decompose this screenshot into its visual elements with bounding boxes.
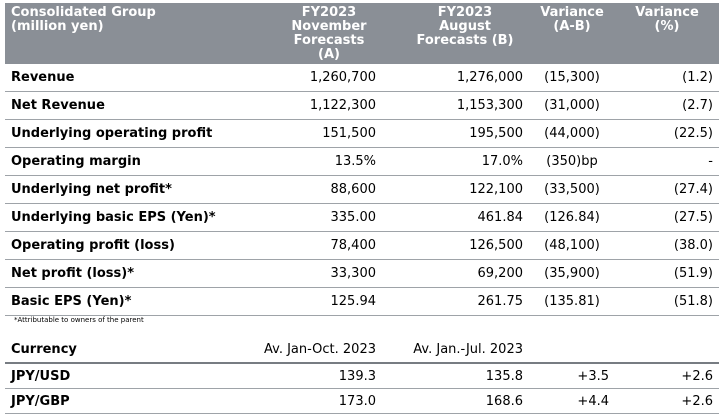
forecast-row-label: Operating profit (loss) [5,231,242,260]
forecast-value-a: 33,300 [242,259,382,288]
forecast-value-b: 1,153,300 [382,91,529,120]
forecast-variance-value: (33,500) [529,175,615,204]
currency-table-header: Currency Av. Jan-Oct. 2023 Av. Jan.-Jul.… [5,336,719,364]
forecast-variance-pct-value: (27.5) [615,203,719,232]
currency-header-period-a: Av. Jan-Oct. 2023 [242,336,382,364]
currency-row: JPY/GBP 173.0 168.6 +4.4 +2.6 [5,388,719,414]
forecast-variance-value: (48,100) [529,231,615,260]
header-november-forecasts: FY2023 November Forecasts (A) [242,3,382,64]
currency-table: Currency Av. Jan-Oct. 2023 Av. Jan.-Jul.… [5,336,719,414]
currency-header-variance-pct [615,336,719,364]
forecast-value-a: 1,260,700 [242,64,382,92]
forecast-variance-value: (15,300) [529,64,615,92]
currency-row-label: JPY/GBP [5,388,242,414]
forecast-value-b: 69,200 [382,259,529,288]
forecast-variance-pct-value: - [615,147,719,176]
header-variance-abs: Variance (A-B) [529,3,615,64]
forecast-variance-pct-value: (27.4) [615,175,719,204]
forecast-value-b: 461.84 [382,203,529,232]
forecast-variance-value: (135.81) [529,287,615,316]
currency-value-a: 139.3 [242,363,382,389]
forecast-row-label: Basic EPS (Yen)* [5,287,242,316]
forecast-value-a: 88,600 [242,175,382,204]
forecast-value-b: 261.75 [382,287,529,316]
header-august-forecasts: FY2023 August Forecasts (B) [382,3,529,64]
forecast-table-body: Revenue 1,260,700 1,276,000 (15,300) (1.2) Ne… [5,64,719,316]
currency-variance-pct-value: +2.6 [615,363,719,389]
currency-variance-value: +3.5 [529,363,615,389]
forecast-row-label: Underlying basic EPS (Yen)* [5,203,242,232]
currency-row-label: JPY/USD [5,363,242,389]
forecast-value-b: 126,500 [382,231,529,260]
forecast-row: Underlying net profit* 88,600 122,100 (33,5… [5,175,719,204]
currency-table-body: JPY/USD 139.3 135.8 +3.5 +2.6 JPY/GBP 173.0 168… [5,363,719,414]
forecast-row: Underlying basic EPS (Yen)* 335.00 461.84(… [5,203,719,232]
forecast-row: Revenue 1,260,700 1,276,000 (15,300) (1.2) [5,64,719,92]
forecast-variance-value: (44,000) [529,119,615,148]
forecast-row: Operating margin 13.5% 17.0% (350)bp - [5,147,719,176]
forecast-row-label: Net profit (loss)* [5,259,242,288]
forecast-variance-pct-value: (1.2) [615,64,719,92]
forecast-variance-pct-value: (2.7) [615,91,719,120]
forecast-table-header: Consolidated Group (million yen) FY2023 … [5,3,719,64]
forecast-row-label: Underlying net profit* [5,175,242,204]
header-consolidated-group: Consolidated Group (million yen) [5,3,242,64]
forecast-variance-pct-value: (22.5) [615,119,719,148]
forecast-value-b: 195,500 [382,119,529,148]
currency-variance-pct-value: +2.6 [615,388,719,414]
currency-row: JPY/USD 139.3 135.8 +3.5 +2.6 [5,363,719,389]
forecast-variance-value: (126.84) [529,203,615,232]
currency-value-b: 135.8 [382,363,529,389]
currency-header-variance [529,336,615,364]
forecast-row-label: Net Revenue [5,91,242,120]
forecast-value-b: 122,100 [382,175,529,204]
currency-value-b: 168.6 [382,388,529,414]
forecast-value-a: 78,400 [242,231,382,260]
forecast-value-a: 151,500 [242,119,382,148]
forecast-variance-pct-value: (51.8) [615,287,719,316]
forecast-table: Consolidated Group (million yen) FY2023 … [5,3,719,316]
forecast-variance-value: (31,000) [529,91,615,120]
forecast-row: Underlying operating profit 151,500 195,50… [5,119,719,148]
footnote: *Attributable to owners of the parent [14,316,144,324]
currency-header-period-b: Av. Jan.-Jul. 2023 [382,336,529,364]
forecast-variance-value: (35,900) [529,259,615,288]
forecast-variance-pct-value: (38.0) [615,231,719,260]
forecast-value-a: 125.94 [242,287,382,316]
forecast-value-a: 1,122,300 [242,91,382,120]
currency-value-a: 173.0 [242,388,382,414]
forecast-value-a: 335.00 [242,203,382,232]
forecast-variance-pct-value: (51.9) [615,259,719,288]
forecast-variance-value: (350)bp [529,147,615,176]
header-variance-pct: Variance (%) [615,3,719,64]
forecast-row: Operating profit (loss) 78,400 126,500 (48,… [5,231,719,260]
forecast-value-b: 17.0% [382,147,529,176]
forecast-row-label: Underlying operating profit [5,119,242,148]
forecast-value-b: 1,276,000 [382,64,529,92]
forecast-row: Net profit (loss)* 33,300 69,200 (35,900) (5… [5,259,719,288]
currency-variance-value: +4.4 [529,388,615,414]
forecast-row-label: Operating margin [5,147,242,176]
currency-header-label: Currency [5,336,242,364]
forecast-row-label: Revenue [5,64,242,92]
forecast-row: Net Revenue 1,122,300 1,153,300 (31,000) (2.… [5,91,719,120]
forecast-row: Basic EPS (Yen)* 125.94 261.75 (135.81) (51.… [5,287,719,316]
forecast-value-a: 13.5% [242,147,382,176]
